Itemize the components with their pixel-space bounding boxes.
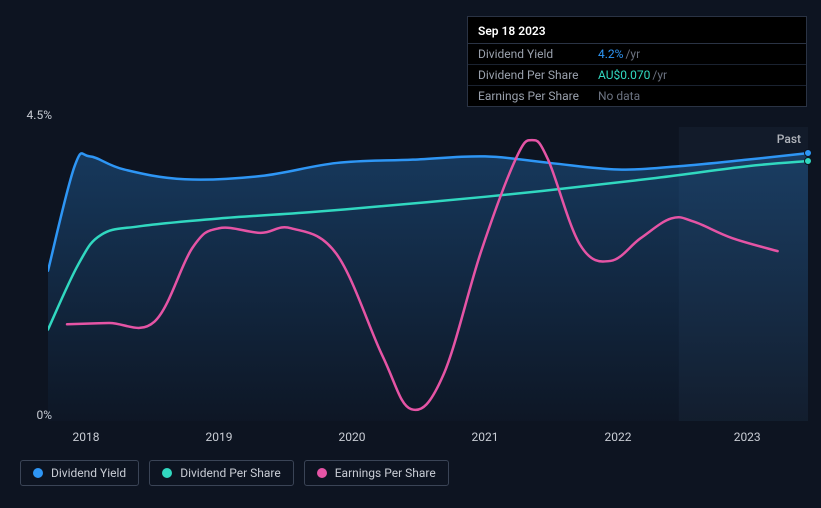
tooltip-row: Earnings Per ShareNo data	[468, 86, 806, 106]
x-axis-tick-label: 2019	[206, 430, 233, 444]
series-end-dot	[804, 149, 812, 157]
chart-plot-area	[48, 127, 808, 421]
legend-item-label: Dividend Per Share	[180, 466, 281, 480]
tooltip-row-label: Earnings Per Share	[478, 87, 598, 105]
tooltip-row-value: No data	[598, 87, 640, 105]
tooltip-row-value: 4.2%/yr	[598, 45, 640, 63]
legend-dot-icon	[33, 468, 43, 478]
x-axis-tick-label: 2023	[734, 430, 761, 444]
legend-item-label: Dividend Yield	[51, 466, 126, 480]
tooltip-row: Dividend Per ShareAU$0.070/yr	[468, 65, 806, 86]
series-end-dot	[804, 157, 812, 165]
tooltip-row-label: Dividend Yield	[478, 45, 598, 63]
tooltip-row-value: AU$0.070/yr	[598, 66, 667, 84]
tooltip-row-label: Dividend Per Share	[478, 66, 598, 84]
x-axis-tick-label: 2020	[339, 430, 366, 444]
legend-item-label: Earnings Per Share	[335, 466, 436, 480]
chart-tooltip: Sep 18 2023 Dividend Yield4.2%/yrDividen…	[467, 16, 807, 107]
legend-item[interactable]: Dividend Yield	[20, 460, 139, 486]
tooltip-row: Dividend Yield4.2%/yr	[468, 44, 806, 65]
legend-item[interactable]: Earnings Per Share	[304, 460, 449, 486]
y-axis-max-label: 4.5%	[22, 108, 52, 122]
tooltip-date: Sep 18 2023	[468, 17, 806, 44]
chart-legend: Dividend Yield Dividend Per Share Earnings…	[20, 460, 449, 486]
x-axis-tick-label: 2022	[605, 430, 632, 444]
legend-item[interactable]: Dividend Per Share	[149, 460, 294, 486]
legend-dot-icon	[162, 468, 172, 478]
legend-dot-icon	[317, 468, 327, 478]
x-axis-tick-label: 2018	[73, 430, 100, 444]
x-axis-tick-label: 2021	[472, 430, 499, 444]
